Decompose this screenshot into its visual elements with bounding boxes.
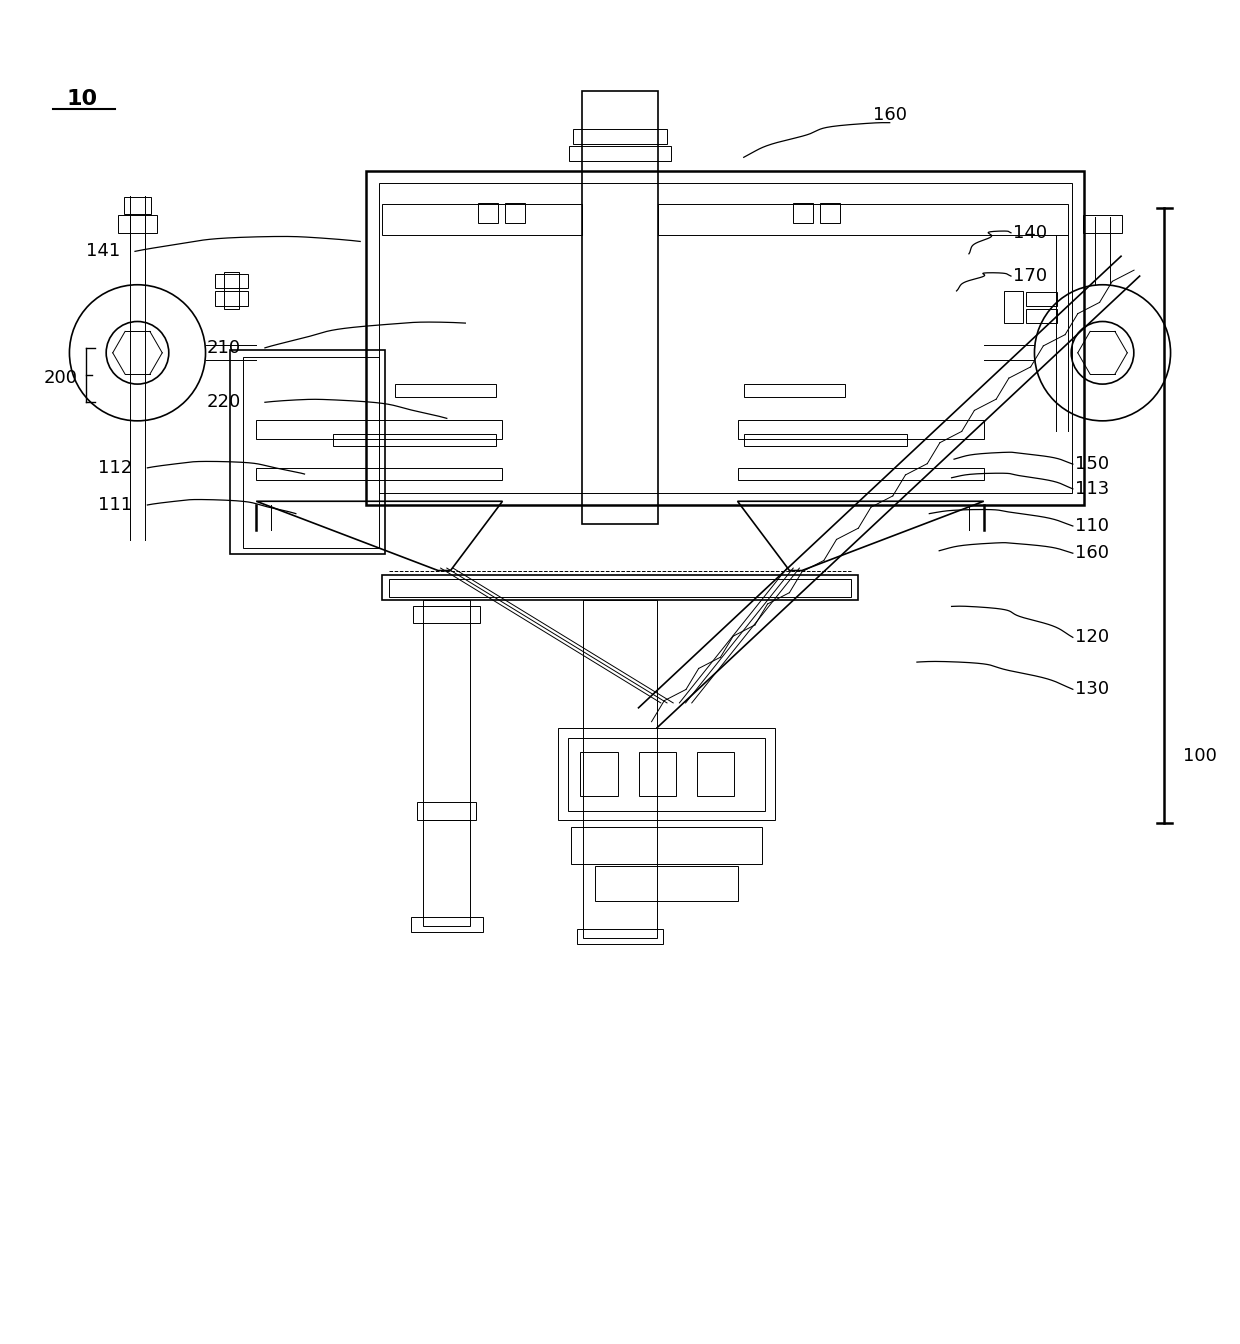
Text: 150: 150 (1075, 456, 1110, 473)
Text: 141: 141 (86, 242, 120, 261)
Bar (744, 434, 906, 446)
Text: 220: 220 (207, 394, 242, 411)
Text: 112: 112 (98, 458, 133, 477)
Bar (558, 727, 775, 820)
Bar (423, 601, 470, 820)
Text: 10: 10 (66, 89, 98, 109)
Bar (583, 601, 657, 938)
Bar (124, 198, 151, 214)
Text: 160: 160 (873, 106, 906, 124)
Bar (243, 356, 378, 548)
Bar (821, 203, 841, 223)
Bar (394, 384, 496, 398)
Bar (410, 917, 482, 931)
Bar (257, 468, 502, 480)
Bar (744, 384, 846, 398)
Bar (1083, 215, 1122, 233)
Bar (382, 204, 582, 235)
Bar (423, 820, 470, 926)
Bar (366, 171, 1084, 505)
Bar (216, 290, 248, 306)
Bar (413, 606, 480, 622)
Bar (639, 753, 676, 796)
Text: 210: 210 (207, 339, 241, 358)
Text: 160: 160 (1075, 544, 1110, 562)
Bar (388, 579, 852, 597)
Bar (582, 90, 658, 524)
Text: 100: 100 (1183, 747, 1216, 765)
Bar (580, 753, 618, 796)
Bar (738, 468, 983, 480)
Text: 111: 111 (98, 496, 133, 513)
Bar (794, 203, 813, 223)
Bar (231, 351, 384, 555)
Bar (378, 183, 1071, 493)
Text: 110: 110 (1075, 517, 1110, 535)
Bar (573, 129, 667, 144)
Bar (658, 204, 1068, 235)
Bar (1003, 290, 1023, 323)
Text: 140: 140 (1013, 224, 1048, 242)
Bar (569, 146, 671, 161)
Text: 113: 113 (1075, 480, 1110, 497)
Bar (382, 575, 858, 601)
Text: 200: 200 (43, 368, 78, 387)
Text: 120: 120 (1075, 629, 1110, 646)
Bar (417, 802, 476, 820)
Bar (334, 434, 496, 446)
Bar (505, 203, 525, 223)
Bar (118, 215, 157, 233)
Bar (570, 827, 763, 864)
Bar (216, 274, 248, 289)
Text: 170: 170 (1013, 267, 1048, 285)
Text: 130: 130 (1075, 680, 1110, 699)
Bar (568, 738, 765, 810)
Bar (738, 419, 983, 439)
Bar (595, 867, 738, 900)
Bar (224, 273, 239, 309)
Bar (257, 419, 502, 439)
Bar (1025, 292, 1056, 306)
Bar (1025, 309, 1056, 323)
Bar (577, 929, 663, 945)
Bar (477, 203, 497, 223)
Bar (697, 753, 734, 796)
